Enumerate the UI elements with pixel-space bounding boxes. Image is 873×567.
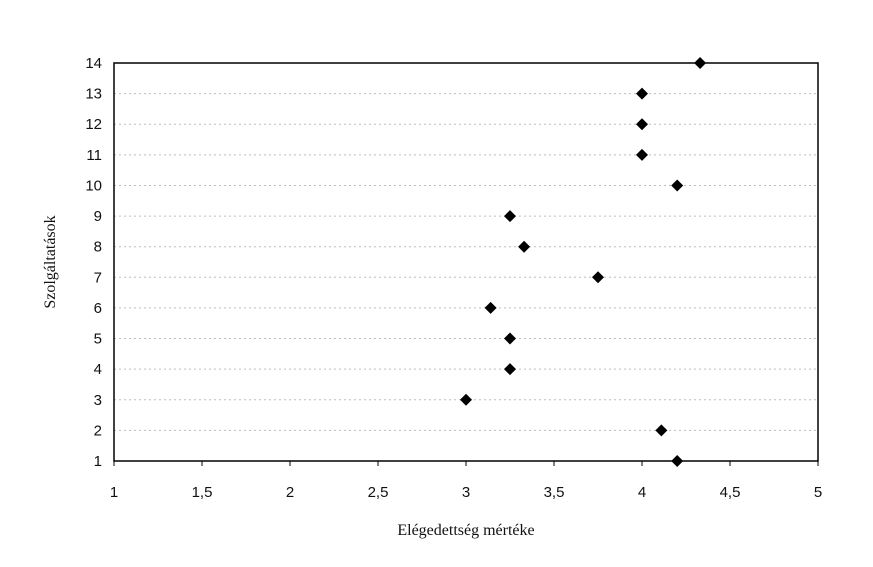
y-tick-label: 2 xyxy=(94,422,102,439)
data-point xyxy=(636,118,648,131)
x-tick-label: 1 xyxy=(110,484,118,501)
data-point xyxy=(671,455,684,467)
y-tick-label: 14 xyxy=(85,55,102,72)
x-tick-label: 5 xyxy=(814,484,822,501)
y-tick-label: 12 xyxy=(85,116,102,133)
x-tick-label: 3,5 xyxy=(544,484,565,501)
data-point xyxy=(460,393,472,406)
y-axis-title: Szolgáltatások xyxy=(42,215,59,308)
x-axis-title: Elégedettség mértéke xyxy=(397,522,534,539)
x-tick-label: 2,5 xyxy=(368,484,389,501)
x-axis-ticks: 1 1,5 2 2,5 3 3,5 4 4,5 5 xyxy=(110,461,822,501)
data-point xyxy=(484,301,497,314)
data-point xyxy=(504,332,516,345)
y-tick-label: 7 xyxy=(94,269,102,286)
y-tick-label: 9 xyxy=(94,208,102,225)
x-tick-label: 1,5 xyxy=(192,484,213,501)
data-point xyxy=(655,424,668,437)
x-tick-label: 4,5 xyxy=(720,484,741,501)
y-tick-label: 3 xyxy=(94,392,102,409)
y-tick-label: 4 xyxy=(94,361,102,378)
x-tick-label: 4 xyxy=(638,484,646,501)
data-point xyxy=(518,240,531,253)
data-points xyxy=(460,57,707,467)
y-tick-label: 10 xyxy=(85,177,102,194)
gridlines xyxy=(114,93,818,431)
data-point xyxy=(694,57,707,69)
y-tick-label: 13 xyxy=(85,86,102,103)
y-tick-label: 1 xyxy=(94,453,102,470)
data-point xyxy=(671,179,684,192)
data-point xyxy=(504,363,516,376)
data-point xyxy=(504,210,516,223)
x-tick-label: 3 xyxy=(462,484,470,501)
data-point xyxy=(636,87,648,100)
y-tick-label: 5 xyxy=(94,331,102,348)
y-tick-label: 8 xyxy=(94,239,102,256)
data-point xyxy=(592,271,604,284)
x-tick-label: 2 xyxy=(286,484,294,501)
y-tick-label: 6 xyxy=(94,300,102,317)
y-tick-label: 11 xyxy=(86,147,102,164)
data-point xyxy=(636,148,648,161)
